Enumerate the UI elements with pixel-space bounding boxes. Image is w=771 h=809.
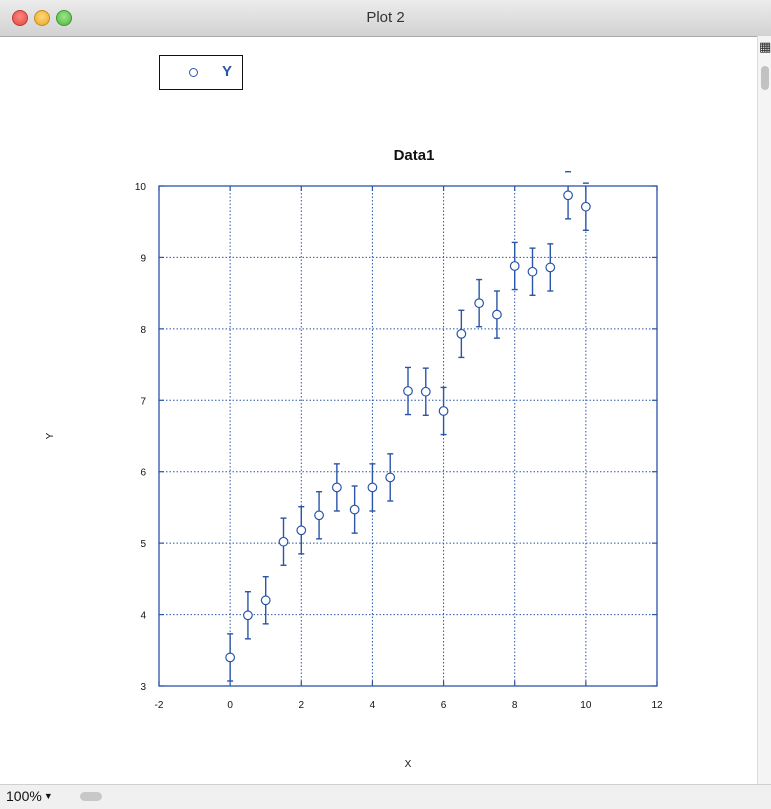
zoom-level: 100% [6, 788, 42, 804]
zoom-button[interactable] [56, 10, 72, 26]
data-point [278, 536, 289, 547]
data-point [492, 309, 502, 320]
data-point [580, 201, 591, 212]
y-tick-label: 10 [135, 182, 147, 193]
bottom-status-bar: 100% ▼ [0, 784, 771, 809]
data-point [438, 406, 449, 416]
data-point [403, 386, 413, 396]
data-point [527, 266, 538, 277]
y-tick-label: 9 [140, 253, 146, 264]
x-tick-label: 2 [299, 700, 305, 711]
chevron-down-icon: ▼ [43, 791, 53, 801]
y-tick-label: 3 [140, 682, 146, 693]
window-title: Plot 2 [366, 9, 405, 26]
legend-marker [189, 68, 198, 77]
split-view-icon[interactable]: ▦ [759, 40, 771, 54]
x-tick-label: 6 [441, 700, 447, 711]
data-point [331, 482, 342, 493]
data-point [243, 610, 253, 621]
data-point [456, 328, 467, 339]
horizontal-scroll-thumb[interactable] [80, 792, 102, 801]
y-axis-label: Y [45, 432, 56, 439]
data-point [385, 472, 396, 483]
y-tick-label: 7 [140, 396, 146, 407]
x-tick-label: 8 [512, 700, 518, 711]
y-tick-label: 4 [140, 611, 146, 622]
data-point [349, 504, 360, 515]
y-tick-label: 6 [140, 468, 146, 479]
minimize-button[interactable] [34, 10, 50, 26]
legend: Y [159, 55, 243, 90]
data-point [563, 190, 573, 201]
y-tick-label: 5 [140, 539, 146, 550]
x-tick-label: 10 [580, 700, 592, 711]
plot-canvas: -2 0 2 4 6 8 10 12 3 4 5 6 7 8 9 10 Data1 X Y [45, 147, 663, 770]
zoom-dropdown[interactable]: 100% ▼ [6, 788, 53, 804]
data-point [225, 652, 236, 663]
data-point [314, 510, 324, 521]
legend-label: Y [222, 63, 233, 80]
y-tick-label: 8 [140, 325, 146, 336]
x-axis-label: X [405, 759, 412, 770]
chart-title: Data1 [394, 147, 435, 164]
data-point [367, 482, 378, 493]
data-point [420, 386, 431, 397]
x-tick-label: -2 [155, 700, 164, 711]
x-tick-label: 4 [370, 700, 376, 711]
close-button[interactable] [12, 10, 28, 26]
data-point [545, 262, 556, 273]
vertical-scroll-thumb[interactable] [761, 66, 769, 90]
data-point [509, 261, 520, 271]
x-tick-label: 0 [227, 700, 233, 711]
window-titlebar: Plot 2 [0, 0, 771, 37]
x-tick-label: 12 [651, 700, 663, 711]
data-point [474, 298, 485, 309]
plot-frame [158, 185, 658, 687]
data-point [296, 525, 307, 536]
vertical-scrollbar[interactable]: ▦ [757, 36, 771, 784]
data-point [260, 595, 271, 606]
